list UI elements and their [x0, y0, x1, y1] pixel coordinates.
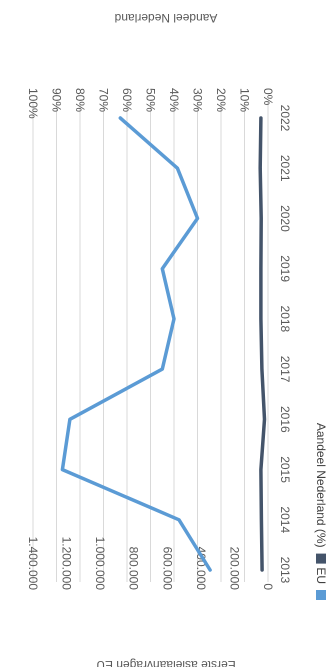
right-axis-tick-label: 10%	[238, 88, 252, 112]
x-tick-label: 2013	[278, 557, 292, 584]
right-axis-ticks: 0% 10% 20% 30% 40% 50% 60% 70% 80% 90% 100%	[26, 88, 275, 119]
legend-item: Aandeel Nederland (%)	[314, 423, 328, 564]
x-tick-label: 2016	[278, 406, 292, 433]
x-tick-label: 2018	[278, 306, 292, 333]
x-tick-label: 2017	[278, 356, 292, 383]
left-axis-title: Eerste asielaanvragen EU	[96, 658, 235, 667]
legend-swatch	[316, 590, 326, 600]
right-axis-tick-label: 80%	[73, 88, 87, 112]
right-axis-tick-label: 70%	[97, 88, 111, 112]
x-tick-label: 2021	[278, 155, 292, 182]
x-axis-ticks: 2013 2014 2015 2016 2017 2018 2019 2020 2021 2022	[278, 105, 292, 584]
right-axis-title: Aandeel Nederland	[115, 11, 218, 25]
left-axis-tick-label: 200.000	[227, 547, 241, 591]
right-axis-tick-label: 0%	[261, 88, 275, 106]
left-axis-tick-label: 1.400.000	[26, 537, 40, 591]
x-tick-label: 2020	[278, 205, 292, 232]
left-axis-tick-label: 600.000	[160, 547, 174, 591]
legend-label: Aandeel Nederland (%)	[314, 423, 328, 548]
legend-swatch	[316, 553, 326, 564]
x-tick-label: 2019	[278, 255, 292, 282]
legend-item: EU	[314, 567, 328, 600]
series-line-eu	[60, 116, 212, 572]
left-axis-tick-label: 1.000.000	[93, 537, 107, 591]
x-tick-label: 2014	[278, 506, 292, 533]
right-axis-tick-label: 20%	[214, 88, 228, 112]
series-lines	[60, 116, 267, 572]
legend-label: EU	[314, 567, 328, 584]
right-axis-tick-label: 30%	[191, 88, 205, 112]
right-axis-tick-label: 50%	[144, 88, 158, 112]
legend: EU Aandeel Nederland (%)	[314, 423, 328, 600]
right-axis-tick-label: 40%	[167, 88, 181, 112]
left-axis-tick-label: 800.000	[127, 547, 141, 591]
x-tick-label: 2022	[278, 105, 292, 132]
left-axis-tick-label: 1.200.000	[60, 537, 74, 591]
left-axis-tick-label: 0	[261, 583, 275, 590]
right-axis-tick-label: 90%	[50, 88, 64, 112]
x-tick-label: 2015	[278, 456, 292, 483]
gridlines	[32, 102, 269, 582]
right-axis-tick-label: 100%	[26, 88, 40, 119]
right-axis-tick-label: 60%	[120, 88, 134, 112]
series-line-aandeel-nederland	[258, 116, 267, 572]
